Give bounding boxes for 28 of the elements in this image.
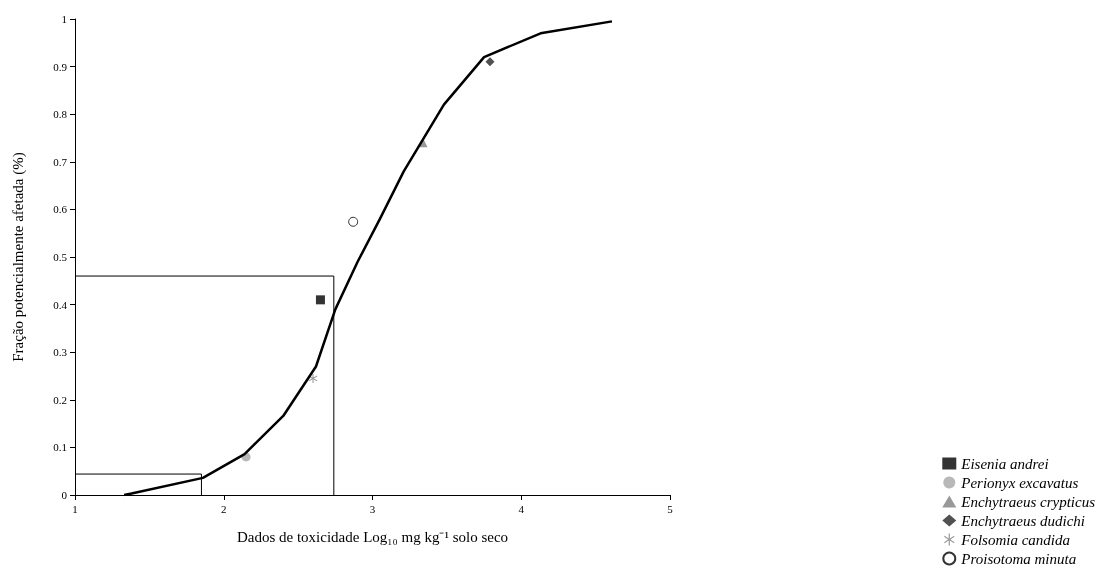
y-tick-label: 0.6 [53, 203, 68, 216]
legend-label: Eisenia andrei [960, 455, 1049, 472]
y-tick-label: 0.1 [53, 441, 67, 454]
y-axis-title: Fração potencialmente afetada (%) [9, 152, 27, 362]
y-tick-label: 0.7 [53, 155, 68, 168]
legend-label: Folsomia candida [960, 531, 1071, 548]
point [485, 57, 495, 67]
y-tick-label: 0.5 [53, 251, 68, 263]
y-tick-label: 0.8 [53, 108, 68, 121]
y-tick-label: 0 [61, 489, 68, 501]
y-tick-label: 0.9 [53, 60, 68, 73]
legend-label: Proisotoma minuta [960, 550, 1077, 567]
x-tick-label: 1 [72, 502, 78, 515]
point [308, 373, 318, 383]
legend-label: Enchytraeus dudichi [960, 512, 1086, 529]
x-tick-label: 2 [221, 502, 227, 515]
x-axis-title: Dados de toxicidade Log₁₀ mg kg⁻¹ solo seco [236, 528, 509, 545]
y-tick-label: 0.2 [53, 393, 67, 406]
x-tick-label: 5 [667, 502, 674, 515]
y-tick-label: 0.3 [53, 346, 68, 359]
y-tick-label: 1 [61, 13, 67, 25]
point [315, 295, 325, 305]
legend-label: Perionyx excavatus [960, 474, 1079, 491]
legend-label: Enchytraeus crypticus [960, 493, 1096, 510]
y-tick-label: 0.4 [53, 298, 68, 311]
point [348, 216, 359, 227]
x-tick-label: 3 [369, 502, 376, 515]
x-tick-label: 4 [518, 502, 525, 515]
